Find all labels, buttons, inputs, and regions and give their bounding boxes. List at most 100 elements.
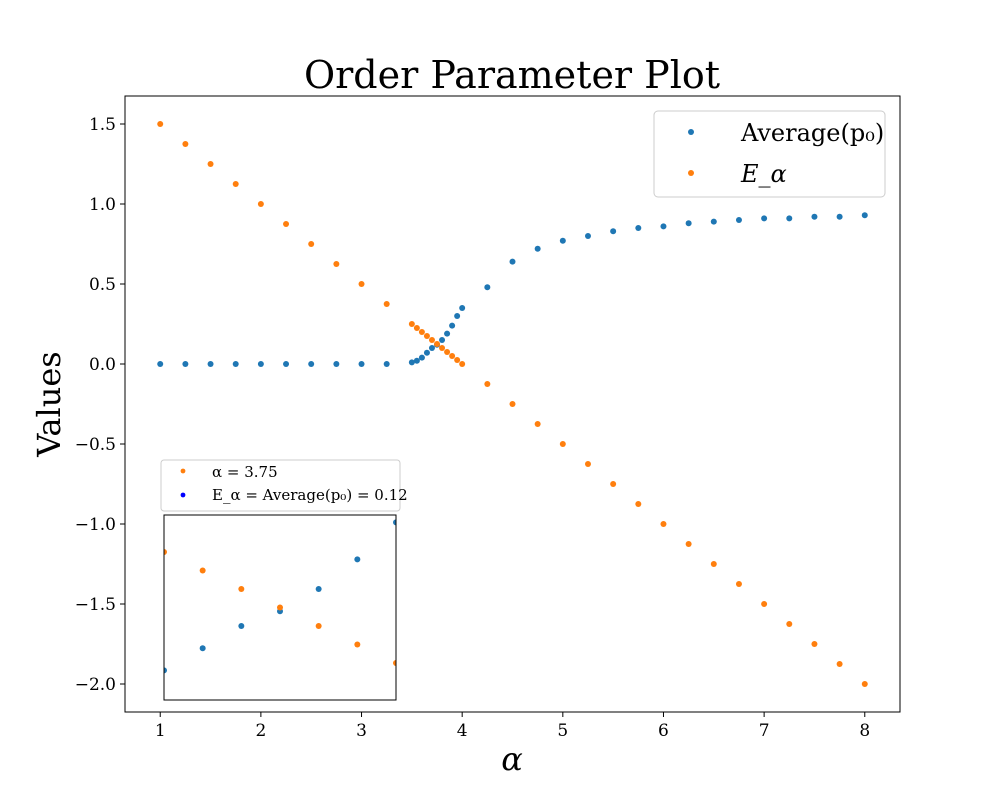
data-point-e-alpha	[413, 325, 420, 331]
inset-plot	[163, 514, 397, 701]
data-point-e-alpha	[710, 561, 717, 567]
data-point-e-alpha	[735, 581, 742, 587]
data-point-e-alpha	[761, 601, 768, 607]
data-point-average-p0	[358, 361, 365, 367]
x-tick-label: 7	[759, 721, 770, 741]
data-point-average-p0	[439, 337, 446, 343]
y-axis-ticks: 1.5 1.0 0.5 0.0 −0.5 −1.0 −1.5 −2.0	[75, 115, 125, 695]
data-point-average-p0	[423, 349, 430, 356]
data-point-average-p0	[685, 220, 692, 227]
y-tick-label: 0.5	[89, 275, 116, 295]
data-point-average-p0	[257, 361, 264, 367]
data-point-average-p0	[383, 361, 390, 367]
x-tick-label: 6	[658, 721, 669, 741]
legend-label-average-p0: Average(p₀)	[740, 119, 884, 147]
inset-legend-marker-alpha	[180, 468, 186, 474]
inset-data-point-average-p0	[238, 623, 245, 629]
legend-marker-average-p0	[688, 129, 694, 135]
data-point-e-alpha	[861, 681, 868, 687]
inset-legend-label-alpha: α = 3.75	[212, 463, 278, 481]
data-point-e-alpha	[459, 361, 466, 367]
data-point-average-p0	[182, 361, 189, 367]
data-point-average-p0	[635, 225, 642, 231]
data-point-average-p0	[333, 361, 340, 367]
inset-data-point-e-alpha	[199, 567, 206, 574]
inset-plot-frame	[163, 514, 397, 701]
x-axis-ticks: 1 2 3 4 5 6 7 8	[155, 712, 870, 741]
x-tick-label: 5	[557, 721, 568, 741]
inset-data-point-average-p0	[393, 519, 396, 526]
main-legend: Average(p₀) E_α	[653, 110, 886, 198]
data-point-average-p0	[283, 361, 290, 367]
y-axis-label: Values	[30, 351, 68, 457]
data-point-average-p0	[735, 217, 742, 223]
data-point-e-alpha	[383, 301, 390, 307]
data-point-average-p0	[710, 218, 717, 225]
data-point-average-p0	[418, 354, 425, 361]
data-point-e-alpha	[685, 541, 692, 547]
data-point-e-alpha	[257, 201, 264, 207]
y-tick-label: 1.5	[89, 115, 116, 135]
data-point-average-p0	[836, 213, 843, 220]
data-point-e-alpha	[423, 333, 430, 339]
legend-label-e-alpha: E_α	[740, 160, 787, 188]
y-tick-label: −0.5	[75, 435, 116, 455]
inset-data-point-e-alpha	[238, 586, 245, 592]
data-point-e-alpha	[408, 321, 415, 327]
y-tick-label: −1.0	[75, 515, 116, 535]
data-point-average-p0	[584, 233, 591, 239]
y-tick-label: 0.0	[89, 355, 116, 375]
data-point-average-p0	[811, 213, 818, 220]
inset-data-point-e-alpha	[315, 623, 322, 629]
data-point-e-alpha	[444, 349, 451, 355]
data-point-e-alpha	[157, 121, 164, 127]
data-point-e-alpha	[559, 441, 566, 447]
chart-title: Order Parameter Plot	[304, 53, 720, 97]
data-point-e-alpha	[449, 353, 456, 359]
data-point-average-p0	[444, 330, 451, 337]
data-point-e-alpha	[836, 661, 843, 667]
data-point-average-p0	[459, 305, 466, 311]
data-point-e-alpha	[358, 281, 365, 287]
data-point-e-alpha	[182, 141, 189, 147]
main-legend-box	[653, 110, 886, 198]
inset-legend-box	[160, 459, 401, 512]
data-point-e-alpha	[207, 161, 214, 167]
data-point-average-p0	[428, 345, 435, 351]
data-point-average-p0	[484, 284, 491, 291]
data-point-e-alpha	[509, 401, 516, 407]
data-point-e-alpha	[610, 481, 617, 487]
inset-data-point-average-p0	[315, 586, 322, 592]
data-point-average-p0	[454, 313, 461, 319]
data-point-average-p0	[207, 361, 214, 367]
x-tick-label: 4	[457, 721, 468, 741]
data-point-average-p0	[610, 228, 617, 235]
inset-data-point-average-p0	[199, 645, 206, 652]
data-point-average-p0	[413, 357, 420, 364]
data-point-average-p0	[232, 361, 239, 367]
data-point-e-alpha	[434, 341, 441, 347]
main-plot-points	[157, 121, 868, 687]
x-axis-label: α	[501, 740, 523, 778]
data-point-e-alpha	[333, 261, 340, 267]
data-point-e-alpha	[454, 357, 461, 363]
inset-data-point-e-alpha	[164, 549, 167, 555]
x-tick-label: 8	[859, 721, 870, 741]
data-point-average-p0	[408, 359, 415, 366]
data-point-e-alpha	[428, 337, 435, 343]
data-point-average-p0	[157, 361, 164, 367]
inset-data-point-average-p0	[164, 667, 167, 674]
inset-data-point-average-p0	[354, 556, 361, 563]
data-point-e-alpha	[534, 421, 541, 427]
inset-legend-marker-e-alpha	[180, 492, 186, 498]
data-point-e-alpha	[439, 345, 446, 351]
y-tick-label: 1.0	[89, 195, 116, 215]
data-point-e-alpha	[484, 381, 491, 387]
inset-data-point-e-alpha	[277, 604, 283, 611]
x-tick-label: 2	[255, 721, 266, 741]
inset-data-point-e-alpha	[354, 641, 361, 648]
legend-marker-e-alpha	[688, 170, 694, 176]
y-tick-label: −1.5	[75, 595, 116, 615]
data-point-average-p0	[534, 245, 541, 252]
